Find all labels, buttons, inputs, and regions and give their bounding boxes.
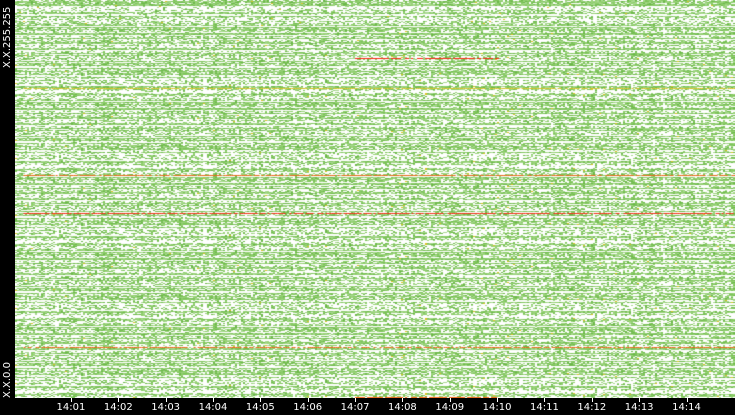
- y-axis: X.X.255.255 X.X.0.0: [0, 0, 15, 398]
- x-tick-label: 14:09: [435, 402, 465, 413]
- x-tick: [260, 398, 262, 402]
- x-tick-label: 14:03: [151, 402, 181, 413]
- heatmap-canvas[interactable]: [15, 0, 735, 398]
- x-tick-label: 14:13: [624, 402, 654, 413]
- x-tick-label: 14:07: [340, 402, 370, 413]
- x-tick-label: 14:01: [56, 402, 86, 413]
- x-tick: [118, 398, 120, 402]
- x-tick-label: 14:04: [198, 402, 228, 413]
- x-tick: [544, 398, 546, 402]
- x-tick: [591, 398, 593, 402]
- x-tick-label: 14:11: [530, 402, 559, 413]
- x-tick-label: 14:05: [245, 402, 275, 413]
- x-tick: [686, 398, 688, 402]
- x-tick: [639, 398, 641, 402]
- x-tick: [497, 398, 499, 402]
- x-tick: [355, 398, 357, 402]
- x-tick: [213, 398, 214, 402]
- x-tick-label: 14:08: [387, 402, 417, 413]
- x-tick: [402, 398, 404, 402]
- x-tick: [449, 398, 451, 402]
- x-tick-label: 14:14: [672, 402, 701, 413]
- x-tick: [307, 398, 309, 402]
- x-tick: [70, 398, 72, 402]
- x-tick-label: 14:12: [577, 402, 607, 413]
- x-tick-label: 14:06: [293, 402, 323, 413]
- x-tick: [165, 398, 167, 402]
- x-tick-label: 14:10: [482, 402, 512, 413]
- y-label-top-text: X.X.255.255: [2, 6, 13, 68]
- x-axis: 14:01 14:02 14:03 14:04 14:05 14:06 14:07 14:08…: [15, 398, 735, 415]
- x-tick-label: 14:02: [103, 402, 133, 413]
- y-label-bottom-text: X.X.0.0: [2, 362, 13, 398]
